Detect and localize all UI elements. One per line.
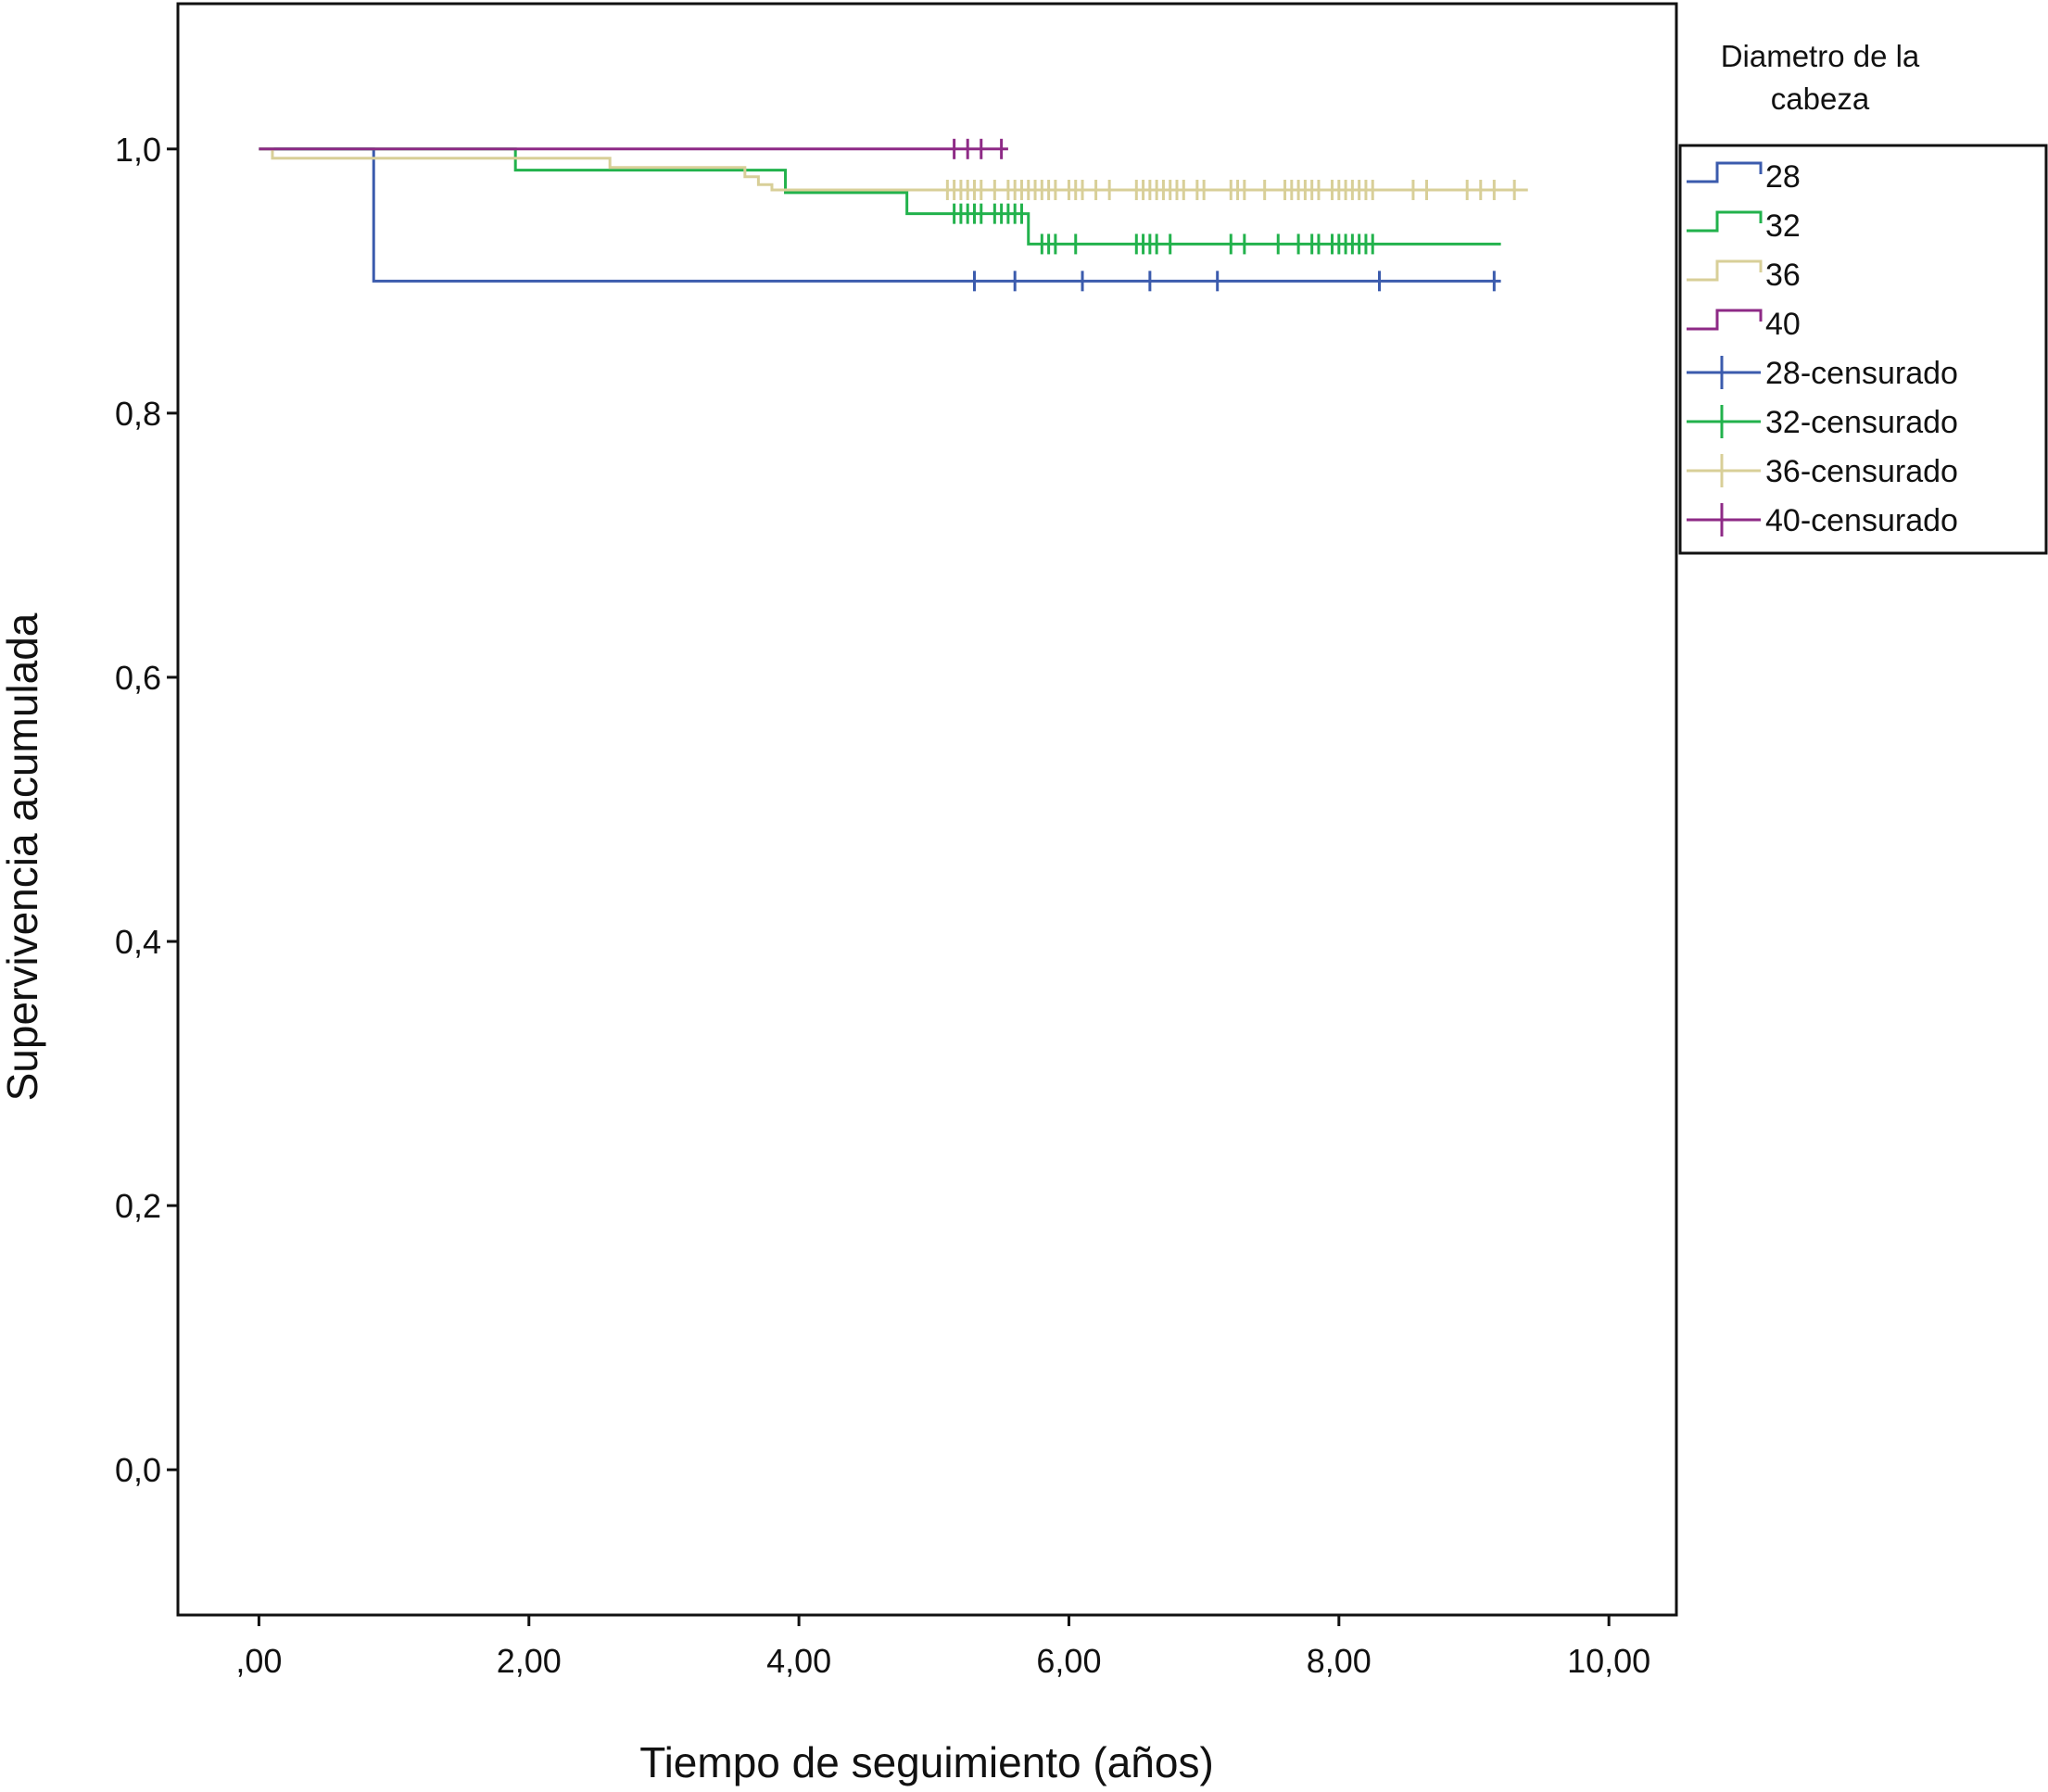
legend-label: 28 <box>1765 159 1801 195</box>
legend-entry: 28-censurado <box>1687 356 1958 391</box>
y-axis-title: Supervivencia acumulada <box>0 612 46 1101</box>
legend-entry: 40 <box>1687 307 1801 342</box>
km-curve-36 <box>259 147 1528 192</box>
legend-entry: 36 <box>1687 258 1801 293</box>
legend-label: 40 <box>1765 307 1801 342</box>
series-32 <box>259 147 1501 255</box>
series-40 <box>259 138 1008 159</box>
legend-swatch-step <box>1687 309 1763 331</box>
x-tick-label: ,00 <box>235 1642 282 1680</box>
series-28 <box>259 147 1501 292</box>
y-tick-label: 1,0 <box>115 131 161 169</box>
legend-label: 32-censurado <box>1765 405 1958 440</box>
legend-swatch-step <box>1687 161 1763 183</box>
y-tick-label: 0,8 <box>115 395 161 433</box>
legend: Diametro de la cabeza 28 32 36 40 28-censura… <box>1678 39 2048 555</box>
legend-label: 36 <box>1765 258 1801 293</box>
x-axis-title: Tiempo de seguimiento (años) <box>639 1738 1214 1786</box>
km-curve-32 <box>259 147 1501 246</box>
legend-swatch-step <box>1687 259 1763 282</box>
y-tick-label: 0,2 <box>115 1187 161 1225</box>
legend-label: 36-censurado <box>1765 454 1958 489</box>
series-36 <box>259 147 1528 200</box>
legend-label: 28-censurado <box>1765 356 1958 391</box>
x-tick-label: 6,00 <box>1036 1642 1101 1680</box>
y-axis: 0,0 0,2 0,4 0,6 0,8 1,0 <box>115 131 178 1489</box>
legend-entry: 36-censurado <box>1687 454 1958 489</box>
legend-box <box>1678 144 2048 555</box>
x-tick-label: 8,00 <box>1307 1642 1372 1680</box>
legend-label: 40-censurado <box>1765 503 1958 538</box>
legend-title-line-1: Diametro de la <box>1721 39 1920 73</box>
y-tick-label: 0,6 <box>115 659 161 697</box>
x-tick-label: 2,00 <box>497 1642 562 1680</box>
x-tick-label: 10,00 <box>1567 1642 1650 1680</box>
plot-frame <box>176 2 1678 1617</box>
x-axis: ,00 2,00 4,00 6,00 8,00 10,00 <box>235 1615 1650 1680</box>
series-layer <box>259 138 1528 292</box>
y-tick-label: 0,0 <box>115 1451 161 1489</box>
legend-entry: 32 <box>1687 208 1801 244</box>
legend-swatch-step <box>1687 210 1763 233</box>
km-curve-28 <box>259 147 1501 283</box>
legend-title-line-2: cabeza <box>1771 82 1870 116</box>
y-tick-label: 0,4 <box>115 923 161 961</box>
legend-entry: 28 <box>1687 159 1801 195</box>
legend-entry: 32-censurado <box>1687 405 1958 440</box>
legend-label: 32 <box>1765 208 1801 244</box>
x-tick-label: 4,00 <box>766 1642 831 1680</box>
legend-entries: 28 32 36 40 28-censurado 32-censurado 36-censu… <box>1687 159 1958 538</box>
legend-entry: 40-censurado <box>1687 503 1958 538</box>
